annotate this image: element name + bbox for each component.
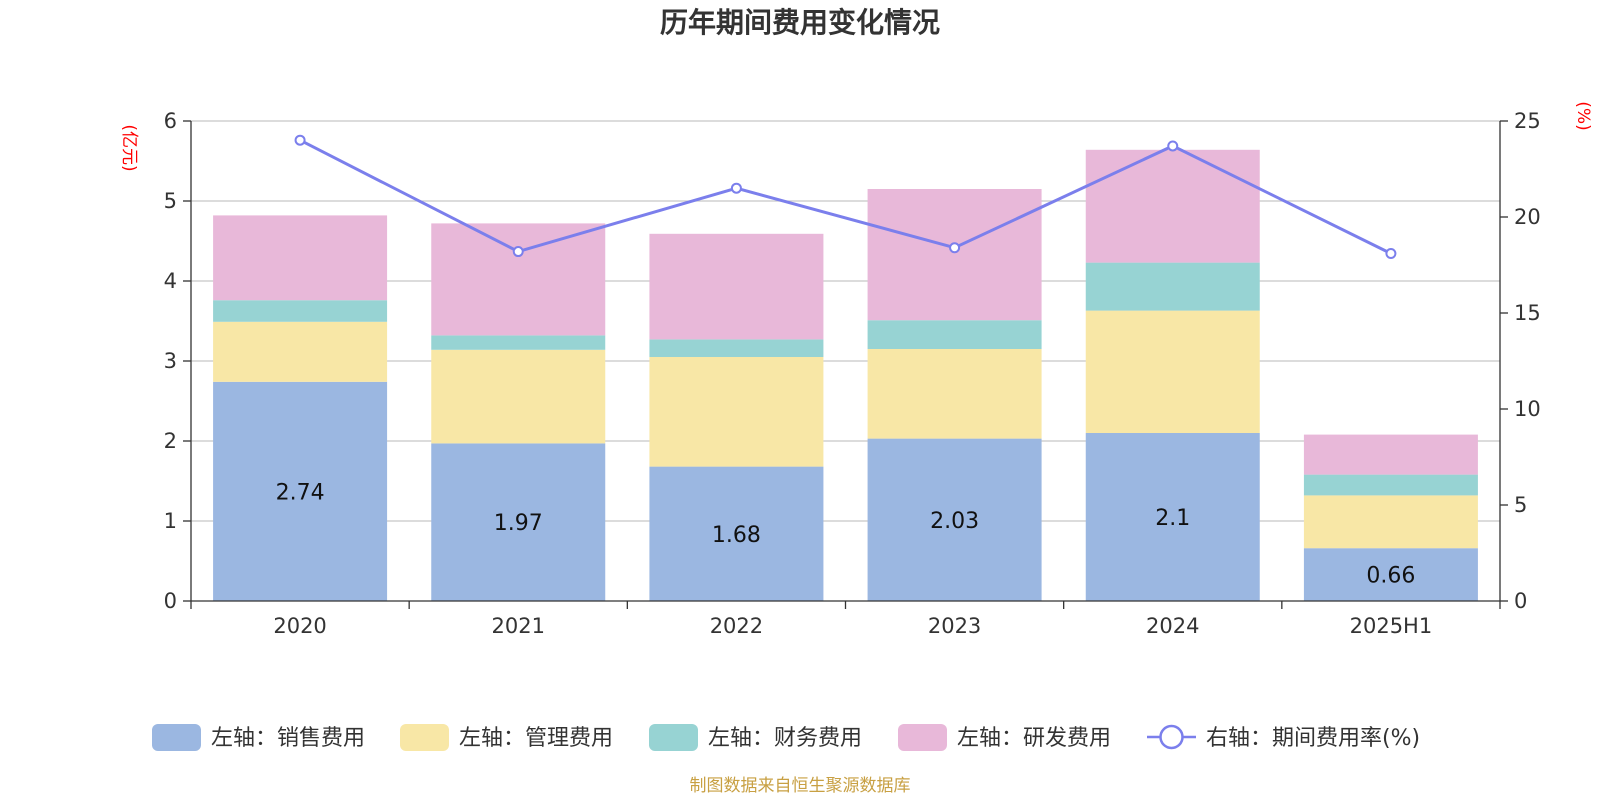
bar-segment [867,349,1042,439]
line-point [1167,140,1179,152]
bar-value-label: 1.97 [494,511,543,536]
x-axis-tick-label: 2025H1 [1350,614,1433,638]
left-axis-tick-label: 3 [164,349,177,373]
left-axis-tick-label: 0 [164,589,177,613]
legend: 左轴：销售费用 左轴：管理费用 左轴：财务费用 左轴：研发费用 右轴：期间费用率(%) [152,724,1420,751]
line-point [730,182,742,194]
bar-segment [1303,548,1478,601]
right-axis-tick-label: 5 [1514,493,1527,517]
bar-segment [431,349,606,444]
bar-value-label: 2.03 [930,509,979,534]
legend-label: 左轴：财务费用 [708,726,862,751]
bar-segment [1085,149,1260,263]
bar-segment [867,438,1042,601]
bar-segment [649,233,824,340]
legend-label: 左轴：研发费用 [957,726,1111,751]
bar-segment [213,300,388,322]
bar-labels-group: 2.74 1.97 1.68 2.03 2.1 0.66 [276,480,1416,588]
legend-label: 左轴：管理费用 [459,726,613,751]
right-axis-unit: (%) [1573,101,1593,130]
right-axis-tick-label: 0 [1514,589,1527,613]
legend-swatch [400,724,449,751]
legend-swatch [898,724,947,751]
chart-title: 历年期间费用变化情况 [660,6,940,39]
bar-segment [867,320,1042,349]
bar-value-label: 0.66 [1366,564,1415,589]
x-axis-tick-label: 2020 [273,614,326,638]
bar-segment [431,443,606,601]
bar-segment [649,339,824,357]
bar-segment [1085,262,1260,311]
right-axis-tick-label: 20 [1514,205,1541,229]
line-point [512,246,524,258]
right-axis-tick-label: 10 [1514,397,1541,421]
bar-segment [213,381,388,601]
legend-swatch [152,724,201,751]
left-axis-tick-label: 6 [164,109,177,133]
left-axis-tick-label: 1 [164,509,177,533]
right-axis-tick-label: 15 [1514,301,1541,325]
left-axis-tick-label: 5 [164,189,177,213]
legend-swatch [649,724,698,751]
line-point [294,134,306,146]
line-series-group [294,134,1397,259]
bar-value-label: 2.74 [276,480,325,505]
bar-segment [213,215,388,301]
bar-segment [431,335,606,350]
x-axis-tick-label: 2023 [928,614,981,638]
right-axis-tick-label: 25 [1514,109,1541,133]
left-axis-unit: (亿元) [119,124,139,171]
bar-segment [1303,495,1478,549]
line-point [1385,247,1397,259]
source-note: 制图数据来自恒生聚源数据库 [690,776,911,796]
line-series-path [299,138,1392,255]
line-point [949,242,961,254]
left-axis-tick-label: 2 [164,429,177,453]
bar-value-label: 2.1 [1155,506,1190,531]
bar-segment [649,466,824,601]
x-axis-tick-label: 2021 [492,614,545,638]
bar-segment [649,357,824,467]
grid-lines [191,120,1500,522]
legend-label: 左轴：销售费用 [211,726,365,751]
x-axis-tick-label: 2022 [710,614,763,638]
bar-segment [1085,433,1260,601]
bar-segment [1303,474,1478,496]
left-axis-tick-label: 4 [164,269,177,293]
bar-value-label: 1.68 [712,523,761,548]
bar-segment [431,223,606,336]
bar-segment [1085,310,1260,433]
bar-segment [1303,434,1478,475]
bar-segment [213,321,388,382]
legend-label: 右轴：期间费用率(%) [1206,726,1420,751]
x-axis-tick-label: 2024 [1146,614,1199,638]
axes-group: 0 1 2 3 4 5 6 0 5 10 15 20 25 2020 2021 2022 2023 2024 202… [164,109,1541,638]
bar-segment [867,189,1042,321]
legend-swatch-marker [1159,724,1184,750]
bars-group [213,149,1478,601]
